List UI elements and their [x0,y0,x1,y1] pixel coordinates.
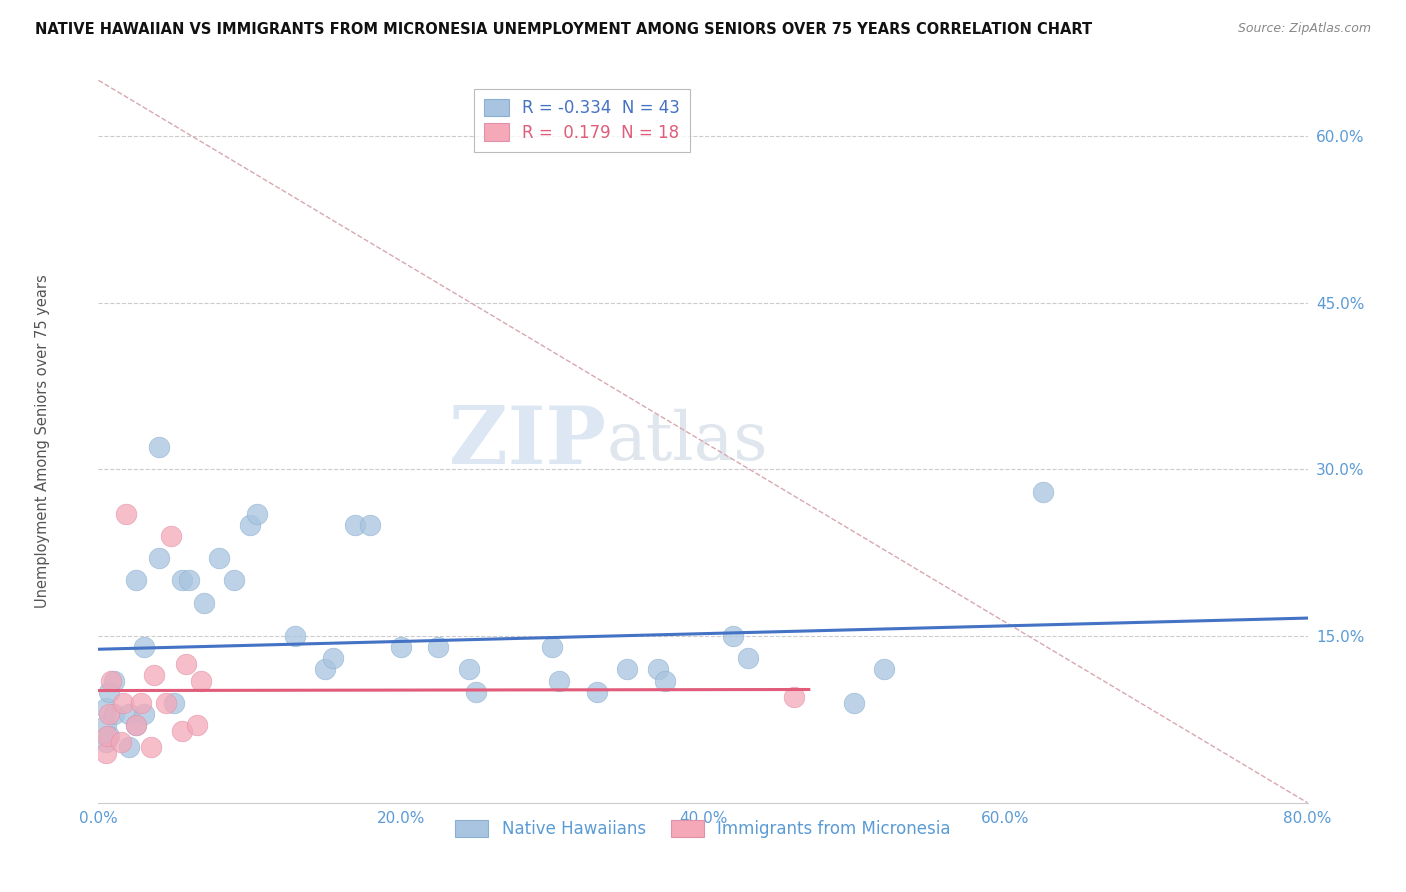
Point [654,673,676,688]
Point [103,673,125,688]
Point [125,718,148,732]
Point [322,651,344,665]
Point [190,673,212,688]
Point [132,706,155,721]
Point [844,696,866,710]
Point [186,718,208,732]
Y-axis label: Unemployment Among Seniors over 75 years: Unemployment Among Seniors over 75 years [35,275,51,608]
Point [110,734,132,748]
Point [179,574,201,588]
Text: Source: ZipAtlas.com: Source: ZipAtlas.com [1237,22,1371,36]
Point [118,740,141,755]
Point [129,696,152,710]
Point [723,629,745,643]
Point [465,684,488,698]
Point [457,662,479,676]
Point [148,551,170,566]
Point [586,684,609,698]
Point [170,723,193,738]
Point [125,718,148,732]
Point [174,657,197,671]
Point [1032,484,1054,499]
Point [155,696,177,710]
Point [427,640,450,655]
Point [208,551,231,566]
Point [548,673,571,688]
Point [148,440,170,454]
Point [103,706,125,721]
Text: NATIVE HAWAIIAN VS IMMIGRANTS FROM MICRONESIA UNEMPLOYMENT AMONG SENIORS OVER 75: NATIVE HAWAIIAN VS IMMIGRANTS FROM MICRO… [35,22,1092,37]
Point [132,640,155,655]
Text: ZIP: ZIP [450,402,606,481]
Text: atlas: atlas [606,409,768,475]
Point [193,596,215,610]
Legend: Native Hawaiians, Immigrants from Micronesia: Native Hawaiians, Immigrants from Micron… [449,814,957,845]
Point [96,729,118,743]
Point [114,507,136,521]
Point [170,574,193,588]
Point [616,662,638,676]
Point [94,718,117,732]
Point [98,729,121,743]
Point [98,684,121,698]
Point [224,574,246,588]
Point [160,529,183,543]
Point [94,734,117,748]
Point [344,517,367,532]
Point [246,507,269,521]
Point [783,690,806,705]
Point [737,651,759,665]
Point [540,640,562,655]
Point [98,706,121,721]
Point [314,662,336,676]
Point [143,668,166,682]
Point [647,662,669,676]
Point [111,696,134,710]
Point [125,574,148,588]
Point [389,640,412,655]
Point [118,706,141,721]
Point [239,517,262,532]
Point [100,673,122,688]
Point [141,740,163,755]
Point [284,629,307,643]
Point [94,701,117,715]
Point [94,746,117,760]
Point [873,662,896,676]
Point [163,696,186,710]
Point [360,517,382,532]
